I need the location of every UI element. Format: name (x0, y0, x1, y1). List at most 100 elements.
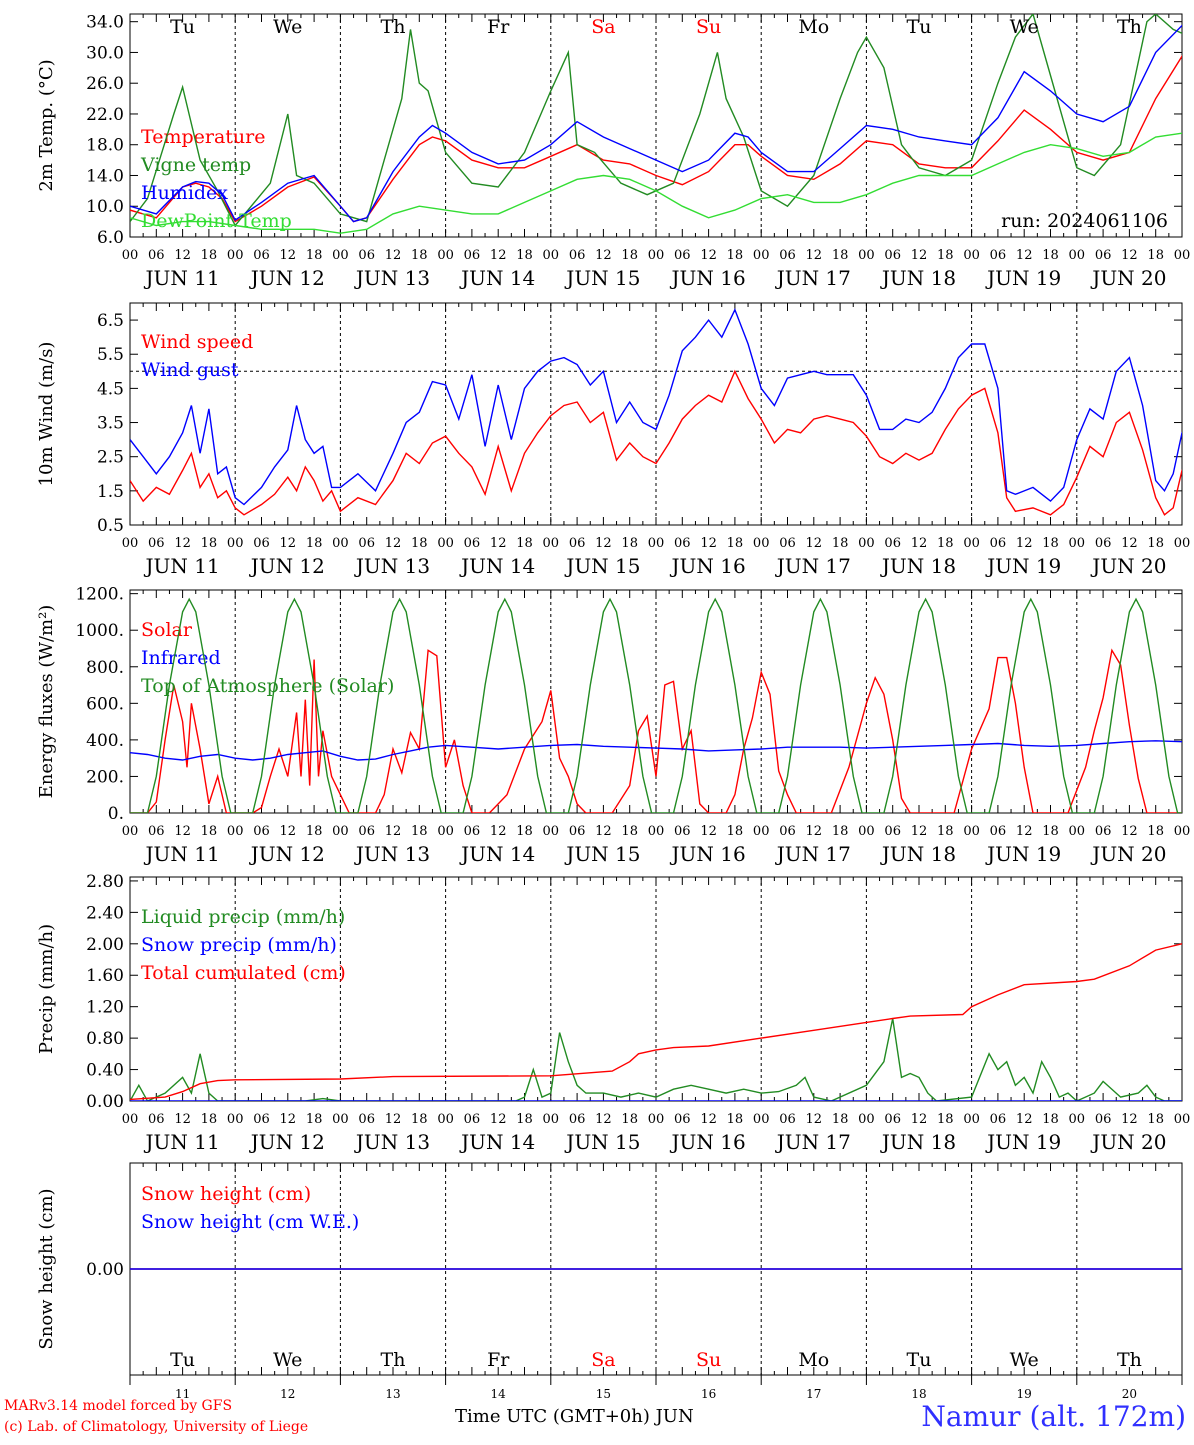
day-label: JUN 16 (670, 842, 746, 866)
hour-label: 06 (884, 1112, 901, 1127)
hour-label: 18 (516, 1112, 533, 1127)
hour-label: 06 (1095, 536, 1112, 551)
hour-label: 06 (253, 1112, 270, 1127)
hour-label: 00 (227, 1112, 244, 1127)
hour-label: 12 (700, 1112, 717, 1127)
day-label: JUN 11 (144, 554, 220, 578)
y-tick-label: 26.0 (86, 74, 124, 94)
day-number: 15 (596, 1387, 611, 1401)
hour-label: 00 (648, 1112, 665, 1127)
hour-label: 18 (306, 248, 323, 263)
hour-label: 12 (490, 1112, 507, 1127)
hour-label: 06 (464, 536, 481, 551)
hour-label: 06 (1095, 248, 1112, 263)
y-tick-label: 0.40 (86, 1061, 124, 1081)
weekday-label: Fr (487, 1349, 510, 1371)
hour-label: 18 (1042, 1112, 1059, 1127)
hour-label: 18 (201, 536, 218, 551)
weekday-label: We (1010, 16, 1039, 38)
day-label: JUN 12 (249, 266, 325, 290)
hour-label: 00 (332, 824, 349, 839)
series-line (130, 55, 1182, 223)
weekday-label: Fr (487, 16, 510, 38)
hour-label: 00 (332, 248, 349, 263)
hour-label: 06 (253, 248, 270, 263)
y-tick-label: 18.0 (86, 136, 124, 156)
hour-label: 18 (832, 536, 849, 551)
hour-label: 06 (148, 248, 165, 263)
y-tick-label: 6.0 (97, 228, 124, 248)
day-label: JUN 12 (249, 1130, 325, 1154)
y-tick-label: 2.40 (86, 903, 124, 923)
credit-lab: (c) Lab. of Climatology, University of L… (4, 1419, 309, 1435)
panel-frame (129, 13, 1183, 238)
day-number: 17 (806, 1387, 821, 1401)
day-label: JUN 20 (1090, 842, 1166, 866)
hour-label: 00 (648, 248, 665, 263)
hour-label: 00 (332, 536, 349, 551)
y-tick-label: 1200. (75, 585, 124, 605)
hour-label: 12 (1121, 248, 1138, 263)
hour-label: 00 (858, 536, 875, 551)
hour-label: 12 (280, 824, 297, 839)
hour-label: 06 (253, 536, 270, 551)
hour-label: 12 (174, 1112, 191, 1127)
y-tick-label: 5.5 (97, 345, 124, 365)
hour-label: 00 (1069, 248, 1086, 263)
hour-label: 18 (411, 536, 428, 551)
station-label: Namur (alt. 172m) (921, 1400, 1186, 1433)
hour-label: 06 (464, 824, 481, 839)
weekday-label: Mo (798, 16, 829, 38)
y-tick-label: 2.5 (97, 448, 124, 468)
day-label: JUN 14 (459, 1130, 535, 1154)
hour-label: 18 (937, 248, 954, 263)
day-label: JUN 13 (354, 266, 430, 290)
hour-label: 06 (674, 248, 691, 263)
hour-label: 18 (621, 248, 638, 263)
day-label: JUN 11 (144, 266, 220, 290)
hour-label: 12 (1121, 1112, 1138, 1127)
hour-label: 12 (385, 824, 402, 839)
hour-label: 18 (201, 1112, 218, 1127)
legend-entry: Wind speed (141, 331, 253, 353)
hour-label: 18 (832, 248, 849, 263)
hour-label: 12 (1121, 824, 1138, 839)
y-tick-label: 34.0 (86, 13, 124, 33)
hour-label: 06 (779, 248, 796, 263)
day-number: 14 (491, 1387, 507, 1401)
y-axis-label: Snow height (cm) (36, 1188, 57, 1349)
y-tick-label: 200. (86, 767, 124, 787)
hour-label: 00 (437, 824, 454, 839)
y-tick-label: 2.00 (86, 935, 124, 955)
hour-label: 00 (543, 536, 560, 551)
hour-label: 00 (1069, 824, 1086, 839)
hour-label: 18 (1147, 248, 1164, 263)
hour-label: 12 (385, 1112, 402, 1127)
hour-label: 18 (306, 1112, 323, 1127)
weekday-label: Su (696, 16, 721, 38)
hour-label: 18 (937, 1112, 954, 1127)
hour-label: 00 (753, 1112, 770, 1127)
hour-label: 12 (700, 824, 717, 839)
hour-label: 18 (621, 824, 638, 839)
hour-label: 18 (201, 248, 218, 263)
panel-frame (129, 589, 1183, 814)
day-label: JUN 16 (670, 1130, 746, 1154)
hour-label: 18 (1147, 536, 1164, 551)
weekday-label: Th (1117, 16, 1142, 38)
hour-label: 18 (937, 824, 954, 839)
weekday-label: Tu (907, 1349, 932, 1371)
day-label: JUN 19 (985, 554, 1061, 578)
day-number: 16 (701, 1387, 716, 1401)
day-label: JUN 13 (354, 1130, 430, 1154)
series-line (130, 369, 1182, 516)
day-number: 18 (911, 1387, 926, 1401)
day-label: JUN 17 (775, 554, 851, 578)
hour-label: 06 (990, 536, 1007, 551)
y-tick-label: 22.0 (86, 105, 124, 125)
series-line (130, 597, 1182, 813)
y-tick-label: 1.5 (97, 482, 124, 502)
day-label: JUN 18 (880, 1130, 956, 1154)
hour-label: 06 (253, 824, 270, 839)
